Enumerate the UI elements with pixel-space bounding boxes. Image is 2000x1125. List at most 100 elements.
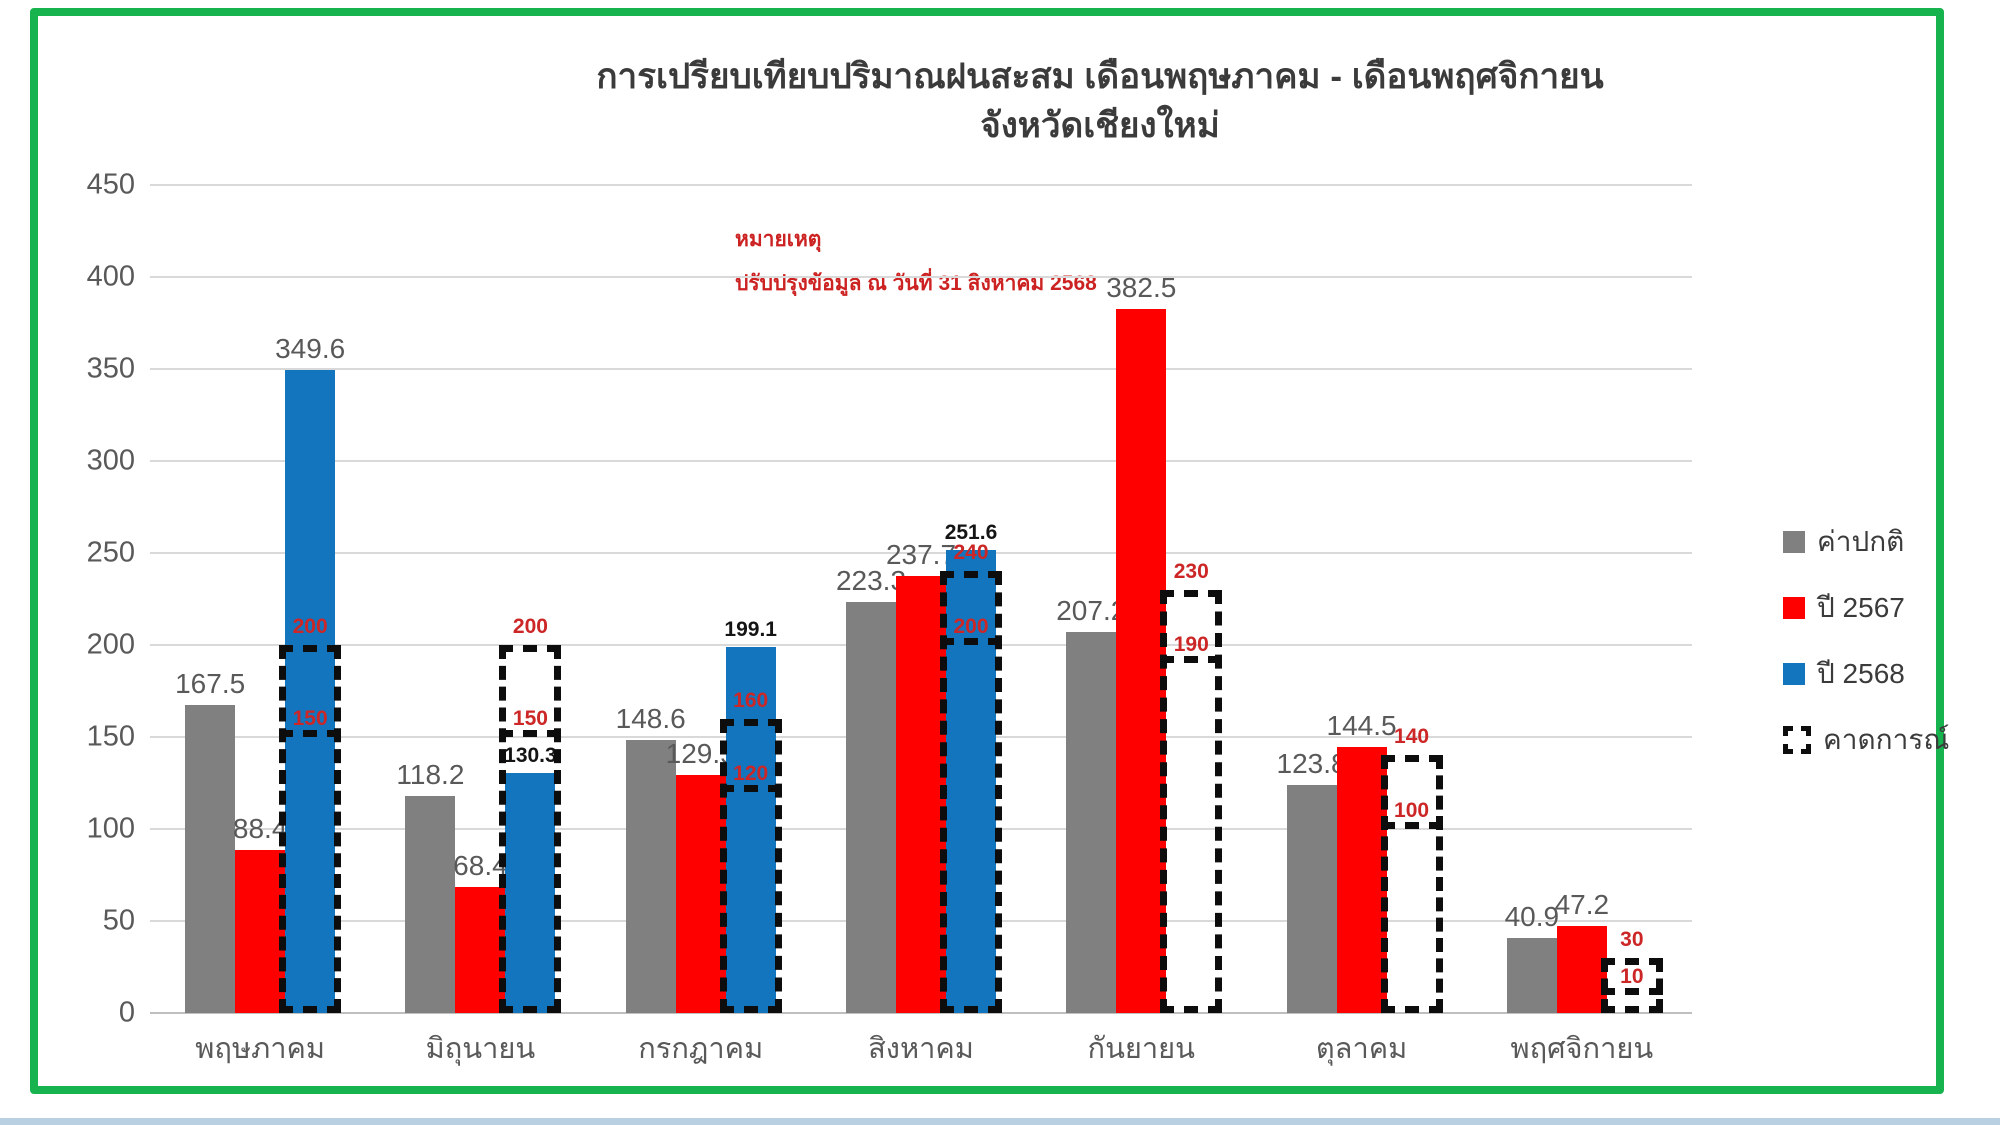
forecast-lower-label: 150 xyxy=(512,707,548,731)
bar-y2567 xyxy=(1116,309,1167,1013)
bar-y2567 xyxy=(1556,926,1607,1013)
bar-value-label-normal: 167.5 xyxy=(175,667,246,699)
bar-normal xyxy=(1066,631,1117,1013)
forecast-lower-line xyxy=(1380,822,1443,829)
bar-normal xyxy=(1506,937,1557,1013)
forecast-upper-label: 230 xyxy=(1173,559,1209,583)
bar-value-label-y2567: 237.7 xyxy=(885,538,957,570)
month-group: 118.2 68.4 130.3 200 150 xyxy=(370,185,590,1013)
bar-value-label-y2568: 130.3 xyxy=(504,744,557,768)
y-tick-label: 150 xyxy=(86,720,135,753)
gridline-300 xyxy=(150,460,1692,463)
bar-y2567 xyxy=(235,850,286,1013)
legend-item-label: ปี 2568 xyxy=(1817,658,1905,689)
month-group: 148.6 129.5 199.1 160 120 xyxy=(591,185,811,1013)
forecast-box xyxy=(1160,589,1223,1013)
gridline-450 xyxy=(150,184,1692,186)
forecast-lower-line xyxy=(1600,987,1663,995)
x-axis-label: มิถุนายน xyxy=(425,1033,536,1065)
bar-y2568 xyxy=(505,773,556,1013)
bar-value-label-y2567: 382.5 xyxy=(1106,272,1177,304)
y-tick-label: 350 xyxy=(86,352,135,385)
month-group: 123.8 144.5 140 100 xyxy=(1251,185,1471,1013)
forecast-box xyxy=(939,571,1002,1013)
chart-title: การเปรียบเทียบปริมาณฝนสะสม เดือนพฤษภาคม … xyxy=(400,52,1800,150)
forecast-upper-label: 200 xyxy=(292,615,328,639)
bar-value-label-y2568: 199.1 xyxy=(724,617,777,641)
month-group: 167.5 88.4 349.6 200 150 xyxy=(150,185,370,1013)
forecast-lower-label: 10 xyxy=(1620,964,1644,988)
bar-value-label-y2567: 68.4 xyxy=(453,850,508,882)
bar-groups: 167.5 88.4 349.6 200 150 118.2 68.4 130.3 200 150… xyxy=(150,185,1692,1013)
forecast-box xyxy=(1600,957,1663,1013)
x-axis-label: กันยายน xyxy=(1087,1033,1195,1065)
forecast-lower-label: 120 xyxy=(733,762,769,786)
gridline-350 xyxy=(150,368,1692,370)
forecast-box xyxy=(279,645,342,1013)
bar-normal xyxy=(1286,785,1337,1013)
forecast-lower-line xyxy=(1160,656,1223,664)
bar-normal xyxy=(405,795,456,1013)
bar-value-label-y2568: 349.6 xyxy=(275,332,346,364)
legend: ค่าปกติปี 2567 ปี 2568 คาดการณ์ xyxy=(1783,520,1949,762)
y-tick-label: 50 xyxy=(102,904,135,937)
bar-y2567 xyxy=(455,887,506,1013)
month-group: 207.2 382.5 230 190 xyxy=(1031,185,1251,1013)
bar-value-label-y2567: 88.4 xyxy=(232,813,288,845)
forecast-lower-label: 150 xyxy=(292,707,328,731)
legend-item-normal: ค่าปกติ xyxy=(1783,520,1949,564)
bar-y2568 xyxy=(945,550,996,1013)
chart-note-line1: หมายเหตุ xyxy=(735,228,822,251)
y-tick-label: 300 xyxy=(86,444,135,477)
legend-item-forecast: คาดการณ์ xyxy=(1783,718,1949,762)
bar-value-label-normal: 223.3 xyxy=(835,565,907,597)
chart-title-line2: จังหวัดเชียงใหม่ xyxy=(980,106,1220,145)
x-axis-label: พฤษภาคม xyxy=(195,1033,325,1065)
forecast-lower-label: 190 xyxy=(1173,633,1209,657)
bar-value-label-normal: 118.2 xyxy=(396,758,465,790)
legend-swatch-y2567 xyxy=(1783,597,1805,619)
bar-value-label-y2567: 144.5 xyxy=(1326,710,1397,742)
legend-item-label: คาดการณ์ xyxy=(1823,724,1950,755)
forecast-lower-line xyxy=(939,638,1002,645)
month-group: 40.9 47.2 30 10 xyxy=(1472,185,1692,1013)
forecast-box xyxy=(1380,755,1443,1013)
bar-value-label-normal: 207.2 xyxy=(1056,594,1127,626)
forecast-lower-line xyxy=(719,785,782,793)
forecast-box xyxy=(499,645,562,1013)
bar-value-label-y2567: 47.2 xyxy=(1554,889,1610,921)
month-group: 223.3 237.7 251.6 240 200 xyxy=(811,185,1031,1013)
forecast-box xyxy=(719,718,782,1013)
bar-y2567 xyxy=(675,774,726,1013)
y-tick-label: 400 xyxy=(86,260,135,293)
y-tick-label: 200 xyxy=(86,628,135,661)
forecast-upper-label: 160 xyxy=(733,688,769,712)
forecast-lower-label: 100 xyxy=(1394,799,1430,823)
forecast-lower-label: 200 xyxy=(953,615,989,639)
y-tick-label: 450 xyxy=(86,168,135,201)
gridline-250 xyxy=(150,552,1692,554)
legend-swatch-forecast xyxy=(1783,726,1811,754)
x-axis-label: พฤศจิกายน xyxy=(1510,1033,1654,1065)
forecast-upper-label: 200 xyxy=(512,615,548,639)
legend-swatch-normal xyxy=(1783,531,1805,553)
y-tick-label: 0 xyxy=(118,996,135,1029)
x-axis: พฤษภาคม มิถุนายน กรกฎาคม สิงหาคม กันยายน ตุลา… xyxy=(150,1025,1692,1071)
y-tick-label: 100 xyxy=(86,812,135,845)
bar-normal xyxy=(625,739,676,1013)
forecast-upper-label: 30 xyxy=(1620,927,1644,951)
gridline-0 xyxy=(150,1012,1692,1014)
legend-swatch-y2568 xyxy=(1783,663,1805,685)
legend-item-label: ปี 2567 xyxy=(1817,592,1905,623)
x-axis-label: สิงหาคม xyxy=(868,1033,974,1065)
forecast-lower-line xyxy=(499,730,562,738)
bar-normal xyxy=(845,602,896,1013)
forecast-lower-line xyxy=(279,730,342,738)
forecast-upper-label: 240 xyxy=(953,541,989,565)
plot-area: 167.5 88.4 349.6 200 150 118.2 68.4 130.3 200 150… xyxy=(150,184,1692,1014)
bar-y2568 xyxy=(725,646,776,1013)
bar-value-label-normal: 40.9 xyxy=(1504,900,1560,932)
bar-value-label-normal: 123.8 xyxy=(1276,748,1347,780)
y-tick-label: 250 xyxy=(86,536,135,569)
